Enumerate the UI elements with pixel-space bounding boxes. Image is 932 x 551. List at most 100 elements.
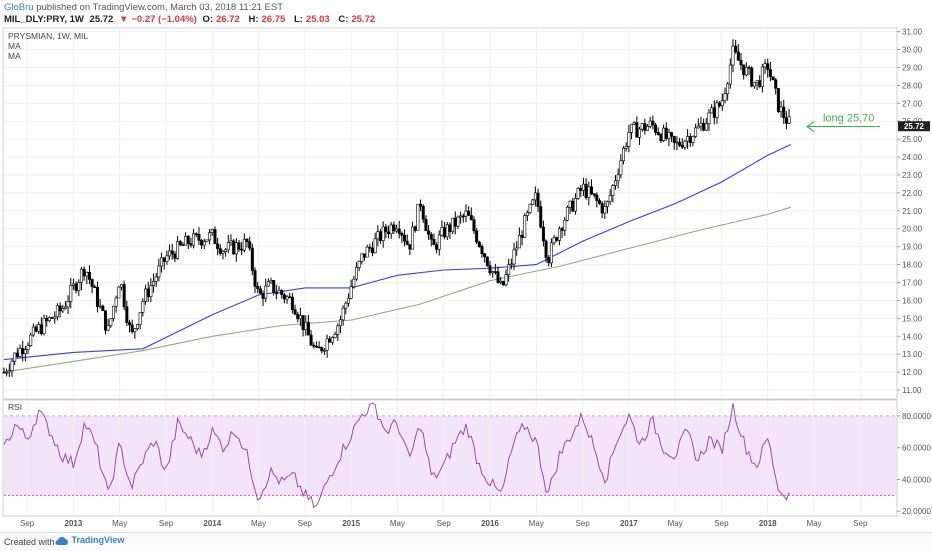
candle-body <box>7 370 11 373</box>
candle-body <box>111 305 115 319</box>
candle-body <box>619 160 623 176</box>
candle-body <box>387 231 391 235</box>
candle-body <box>338 319 342 327</box>
time-axis[interactable]: Sep 2013 May Sep 2014 May Sep 2015 May Sep 2016 May… <box>20 519 868 528</box>
time-tick-label: Sep <box>714 519 729 528</box>
candle-body <box>485 256 489 266</box>
last-price-label: 25.72 <box>904 122 925 131</box>
candle-body <box>10 360 14 371</box>
candle-body <box>312 344 316 347</box>
candle-body <box>210 229 214 233</box>
candle-body <box>165 255 169 262</box>
candle-body <box>55 305 59 318</box>
ma-fast-line <box>3 144 792 361</box>
candle-body <box>630 123 634 133</box>
candle-body <box>250 247 254 271</box>
annotation-label: long 25,70 <box>823 113 874 125</box>
price-axis[interactable]: 11.00 12.00 13.00 14.00 15.00 16.00 17.00 18.00… <box>897 28 923 395</box>
candle-body <box>472 219 476 232</box>
candle-body <box>651 120 655 126</box>
rsi-axis[interactable]: 20.0000 40.0000 60.0000 80.0000 <box>897 412 931 516</box>
high-value: 26.75 <box>261 14 286 25</box>
close-value: 25.72 <box>351 14 376 25</box>
candle-body <box>282 294 286 300</box>
candle-body <box>501 280 505 286</box>
candle-body <box>13 352 17 362</box>
candle-body <box>31 326 35 336</box>
candle-body <box>133 328 137 332</box>
candle-body <box>734 45 738 53</box>
price-tick-label: 23.00 <box>902 171 923 180</box>
candle-body <box>496 271 500 283</box>
price-panel[interactable]: 11.00 12.00 13.00 14.00 15.00 16.00 17.00 18.00… <box>2 27 930 400</box>
candle-body <box>224 249 228 252</box>
candle-body <box>408 244 412 250</box>
time-tick-label: Sep <box>298 519 313 528</box>
price-tick-label: 11.00 <box>902 386 922 395</box>
candle-body <box>119 284 123 288</box>
candle-body <box>504 274 508 286</box>
candle-body <box>395 228 399 232</box>
rsi-panel[interactable]: 20.0000 40.0000 60.0000 80.0000 RSI <box>2 399 931 517</box>
price-tick-label: 13.00 <box>902 350 923 359</box>
candle-body <box>362 253 366 258</box>
candle-body <box>507 264 511 276</box>
candle-body <box>141 301 145 313</box>
chart-canvas[interactable]: 11.00 12.00 13.00 14.00 15.00 16.00 17.00 18.00… <box>0 0 932 532</box>
candle-body <box>525 212 529 216</box>
candle-body <box>515 247 519 251</box>
tradingview-logo[interactable]: TradingView <box>55 535 124 546</box>
candle-body <box>232 240 236 255</box>
candle-body <box>23 349 27 355</box>
candle-body <box>774 79 778 89</box>
price-tick-label: 12.00 <box>902 368 923 377</box>
candle-body <box>451 217 455 232</box>
candle-body <box>704 123 708 131</box>
candle-body <box>106 325 110 331</box>
rsi-tick-label: 80.0000 <box>902 412 931 421</box>
candle-body <box>160 257 164 267</box>
candle-body <box>293 309 297 315</box>
candle-body <box>680 144 684 148</box>
candle-body <box>760 66 764 87</box>
candle-body <box>573 198 577 212</box>
candle-body <box>288 296 292 299</box>
candle-body <box>547 257 551 264</box>
candle-body <box>389 224 393 235</box>
price-grid <box>4 29 896 398</box>
candle-body <box>549 242 553 264</box>
candle-body <box>71 283 75 286</box>
candle-body <box>541 226 545 242</box>
footer: Created with TradingView <box>0 532 932 551</box>
rsi-tick-label: 40.0000 <box>902 475 931 484</box>
price-legend-ma-2: MA <box>8 51 21 61</box>
candle-body <box>285 296 289 300</box>
candle-body <box>718 102 722 107</box>
candle-body <box>552 237 556 244</box>
author-link[interactable]: GloBru <box>4 2 34 13</box>
created-with-text: Created with <box>4 537 55 547</box>
candle-body <box>168 250 172 257</box>
candle-body <box>699 123 703 127</box>
candle-body <box>571 200 575 212</box>
candle-body <box>34 326 38 332</box>
candle-body <box>90 279 94 288</box>
candle-body <box>429 234 433 240</box>
candle-body <box>354 267 358 280</box>
candle-body <box>384 226 388 233</box>
time-tick-label: 2015 <box>342 519 360 528</box>
candle-body <box>333 334 337 338</box>
candle-body <box>595 194 599 201</box>
candle-body <box>646 126 650 131</box>
candle-body <box>411 226 415 250</box>
rsi-line <box>3 402 790 509</box>
candle-body <box>266 281 270 287</box>
candle-body <box>648 120 652 127</box>
publish-line: GloBru published on TradingView.com, Mar… <box>4 2 283 14</box>
candle-body <box>122 284 126 308</box>
candle-body <box>248 241 252 249</box>
candle-body <box>750 67 754 87</box>
candle-body <box>2 371 6 374</box>
price-tick-label: 21.00 <box>902 207 923 216</box>
candle-body <box>499 280 503 283</box>
